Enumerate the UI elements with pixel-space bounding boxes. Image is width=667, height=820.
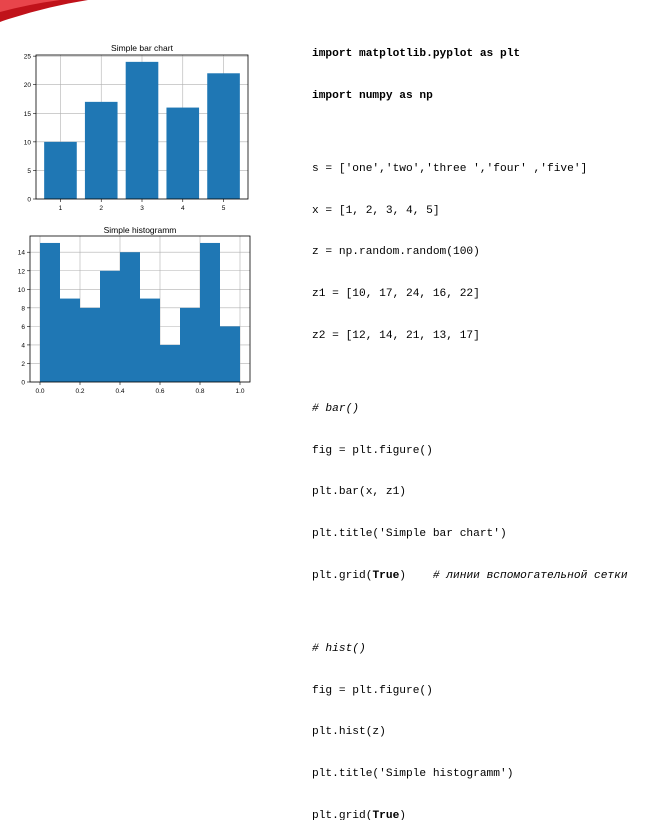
- code-line: plt.title('Simple bar chart'): [312, 526, 662, 544]
- code-keyword: True: [372, 570, 399, 582]
- bar: [207, 73, 240, 199]
- code-comment: # hist(): [312, 641, 662, 659]
- code-line: import matplotlib.pyplot as plt: [312, 46, 662, 64]
- code-line: plt.hist(z): [312, 724, 662, 742]
- y-tick-label: 14: [18, 250, 26, 257]
- hist-bar: [120, 252, 140, 382]
- code-line: z = np.random.random(100): [312, 244, 662, 262]
- x-tick-label: 0.6: [155, 388, 164, 395]
- y-tick-label: 0: [21, 380, 25, 387]
- x-tick-label: 5: [222, 205, 226, 210]
- y-tick-label: 8: [21, 305, 25, 312]
- y-tick-label: 25: [24, 54, 32, 61]
- y-tick-label: 4: [21, 342, 25, 349]
- x-tick-label: 0.0: [35, 388, 44, 395]
- code-line: x = [1, 2, 3, 4, 5]: [312, 203, 662, 221]
- code-keyword: True: [372, 810, 399, 820]
- hist-bar: [40, 243, 60, 382]
- chart-title: Simple bar chart: [111, 43, 174, 53]
- hist-bar: [180, 308, 200, 382]
- code-line: import numpy as np: [312, 88, 662, 106]
- x-tick-label: 0.8: [195, 388, 204, 395]
- code-comment: # линии вспомогательной сетки: [406, 570, 628, 582]
- histogram-chart: Simple histogramm 0 2 4 6 8 10 12 14 0.0 0.2 0.4 0.6…: [0, 222, 300, 397]
- y-tick-label: 0: [27, 197, 31, 204]
- bar: [44, 142, 77, 199]
- y-tick-label: 12: [18, 268, 26, 275]
- code-line: z2 = [12, 14, 21, 13, 17]: [312, 328, 662, 346]
- hist-bar: [100, 271, 120, 382]
- code-line: s = ['one','two','three ','four' ,'five'…: [312, 161, 662, 179]
- code-text: ): [399, 570, 406, 582]
- code-line: plt.bar(x, z1): [312, 484, 662, 502]
- x-tick-label: 3: [140, 205, 144, 210]
- x-tick-label: 1.0: [235, 388, 244, 395]
- hist-bar: [80, 308, 100, 382]
- code-text: plt.grid(: [312, 810, 372, 820]
- hist-bar: [160, 345, 180, 382]
- code-line: plt.title('Simple histogramm'): [312, 766, 662, 784]
- bar: [126, 62, 159, 199]
- y-tick-label: 2: [21, 361, 25, 368]
- hist-bar: [200, 243, 220, 382]
- hist-bar: [60, 299, 80, 382]
- code-line: fig = plt.figure(): [312, 443, 662, 461]
- code-text: plt.grid(: [312, 570, 372, 582]
- y-tick-label: 15: [24, 111, 32, 118]
- code-line-grid: plt.grid(True): [312, 808, 662, 820]
- y-tick-label: 10: [18, 287, 26, 294]
- code-line: fig = plt.figure(): [312, 683, 662, 701]
- y-tick-label: 5: [27, 168, 31, 175]
- bar: [166, 108, 199, 199]
- code-line: z1 = [10, 17, 24, 16, 22]: [312, 286, 662, 304]
- hist-bar: [140, 299, 160, 382]
- x-tick-label: 0.4: [115, 388, 124, 395]
- code-block: import matplotlib.pyplot as plt import n…: [312, 22, 662, 820]
- x-tick-label: 2: [99, 205, 103, 210]
- y-tick-label: 10: [24, 139, 32, 146]
- x-tick-label: 4: [181, 205, 185, 210]
- x-tick-label: 1: [59, 205, 63, 210]
- decorative-red-swoosh: [0, 0, 90, 22]
- bar-chart: Simple bar chart 0 5 10 15 20 25 1 2 3 4 5: [0, 40, 300, 210]
- chart-title: Simple histogramm: [104, 225, 177, 235]
- bar: [85, 102, 118, 199]
- x-tick-label: 0.2: [75, 388, 84, 395]
- hist-bar: [220, 326, 240, 382]
- y-tick-label: 20: [24, 82, 32, 89]
- code-text: ): [399, 810, 406, 820]
- code-line-grid: plt.grid(True) # линии вспомогательной с…: [312, 568, 662, 586]
- y-tick-label: 6: [21, 324, 25, 331]
